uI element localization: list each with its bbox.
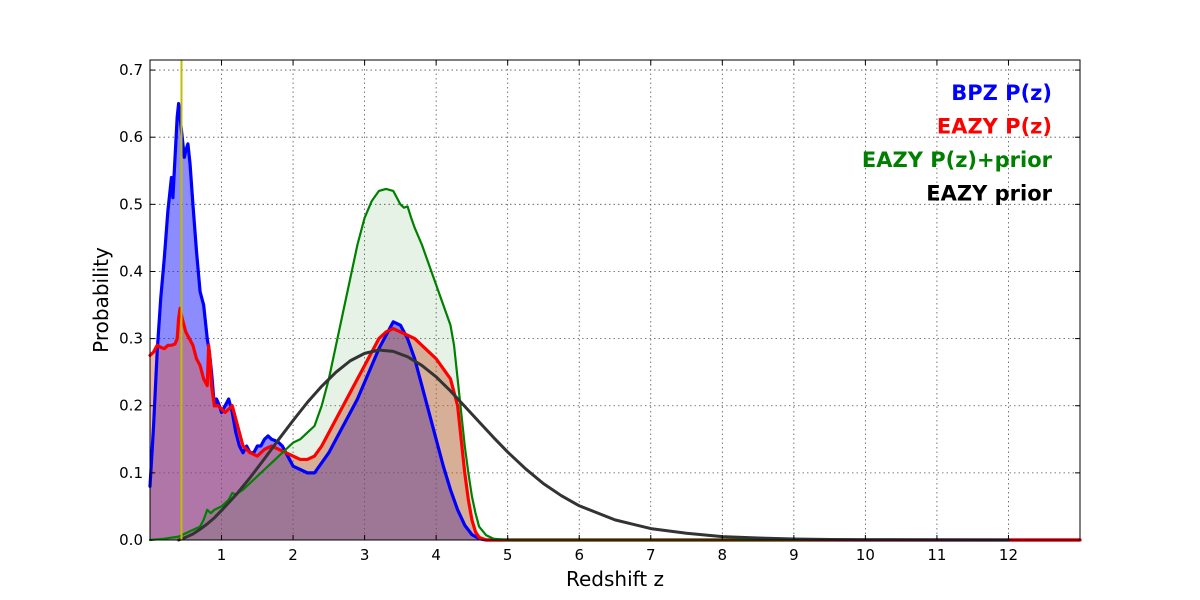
- legend-entry-eazy-p-z-prior: EAZY P(z)+prior: [862, 148, 1053, 172]
- y-tick-label: 0.5: [119, 195, 143, 213]
- legend-entry-eazy-p-z: EAZY P(z): [937, 115, 1052, 139]
- plot-frame: [149, 59, 1081, 541]
- eazy-prior-line: [177, 348, 1010, 542]
- y-axis-label: Probability: [89, 247, 113, 353]
- y-axis-ticks: 0.0 0.1 0.2 0.3 0.4 0.5 0.6 0.7: [119, 61, 1080, 549]
- x-axis-label: Redshift z: [566, 567, 664, 591]
- x-tick-label: 1: [217, 546, 227, 564]
- y-tick-label: 0.3: [119, 330, 143, 348]
- x-tick-label: 3: [360, 546, 370, 564]
- eazy-p-z-fill: [150, 308, 1080, 540]
- x-tick-label: 7: [646, 546, 656, 564]
- y-tick-label: 0.2: [119, 397, 143, 415]
- series-fills: [150, 103, 1080, 540]
- bpz-p-z-fill: [150, 103, 1080, 540]
- x-tick-label: 11: [927, 546, 946, 564]
- eazy-p-z-line: [148, 306, 1082, 542]
- x-tick-label: 6: [574, 546, 584, 564]
- y-tick-label: 0.1: [119, 464, 143, 482]
- x-tick-label: 5: [503, 546, 513, 564]
- x-tick-label: 9: [789, 546, 799, 564]
- x-tick-label: 10: [856, 546, 875, 564]
- eazy-p-z-prior-fill: [150, 188, 1009, 540]
- x-tick-label: 4: [431, 546, 441, 564]
- legend: BPZ P(z) EAZY P(z) EAZY P(z)+prior EAZY pri…: [862, 81, 1053, 206]
- legend-entry-eazy-prior: EAZY prior: [926, 182, 1052, 206]
- y-tick-label: 0.0: [119, 531, 143, 549]
- y-tick-label: 0.6: [119, 128, 143, 146]
- x-tick-label: 12: [999, 546, 1018, 564]
- legend-entry-bpz-p-z: BPZ P(z): [951, 81, 1052, 105]
- series-lines: [148, 102, 1082, 542]
- x-tick-label: 2: [288, 546, 298, 564]
- y-tick-label: 0.7: [119, 61, 143, 79]
- grid-lines: [150, 60, 1080, 540]
- x-tick-label: 8: [718, 546, 728, 564]
- x-axis-ticks: 1 2 3 4 5 6 7 8 9 10 11 12: [217, 60, 1018, 564]
- eazy-p-z-prior-line: [148, 187, 1010, 542]
- y-tick-label: 0.4: [119, 262, 143, 280]
